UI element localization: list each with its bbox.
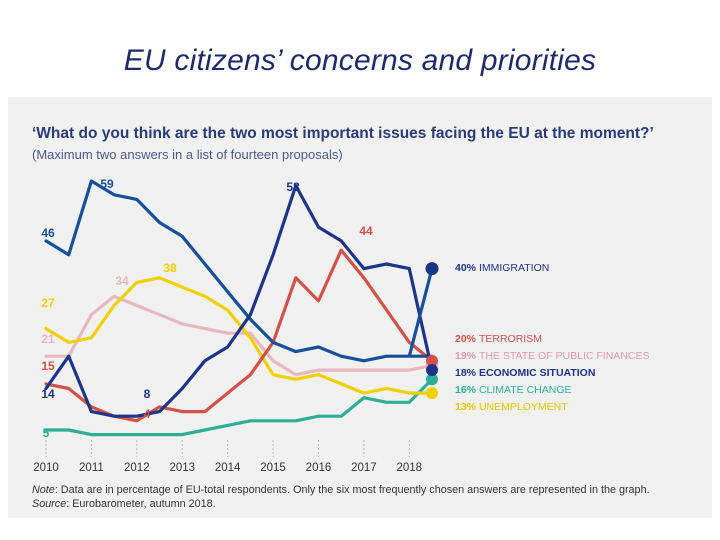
source-line: Source: Eurobarometer, autumn 2018.: [32, 498, 216, 510]
source-text: : Eurobarometer, autumn 2018.: [66, 498, 215, 510]
annotation-terrorism-44: 44: [359, 224, 373, 238]
series-line-economic-situation: [44, 184, 434, 418]
legend-value-unemployment: 13%: [455, 401, 479, 413]
series-line-immigration: [44, 179, 434, 363]
x-tick-label-2015: 2015: [260, 462, 286, 474]
series-line-immigration-end: [407, 268, 434, 357]
chart-title: ‘What do you think are the two most impo…: [32, 125, 654, 142]
series-line-terrorism: [44, 248, 434, 423]
x-tick-label-2016: 2016: [306, 462, 332, 474]
annotation-economic-situation-8: 8: [144, 387, 151, 401]
legend-the-state-of-public-finances: 19% THE STATE OF PUBLIC FINANCES: [455, 350, 650, 362]
x-tick-label-2017: 2017: [351, 462, 377, 474]
x-tick-label-2018: 2018: [396, 462, 422, 474]
chart-panel: [8, 97, 712, 518]
series-line-unemployment: [44, 276, 434, 395]
legend-terrorism: 20% TERRORISM: [455, 333, 542, 345]
x-axis: 2010 2011 2012 2013 2014 2015 2016 2017 2018: [33, 440, 422, 474]
note-line: Note: Data are in percentage of EU-total…: [32, 484, 650, 496]
legend-label-economic-situation: ECONOMIC SITUATION: [479, 367, 595, 379]
legend-unemployment: 13% UNEMPLOYMENT: [455, 401, 568, 413]
x-tick-label-2012: 2012: [124, 462, 150, 474]
annotation-economic-situation-14: 14: [41, 387, 55, 401]
series-line-the-state-of-public-finances: [44, 294, 434, 377]
end-marker-climate-change: [426, 373, 438, 386]
chart-subtitle: (Maximum two answers in a list of fourte…: [32, 147, 343, 162]
annotation-immigration-59: 59: [100, 177, 114, 191]
legend-label-the-state-of-public-finances: THE STATE OF PUBLIC FINANCES: [479, 350, 650, 362]
annotation-unemployment-27: 27: [41, 296, 55, 310]
end-marker-immigration: [425, 262, 439, 276]
annotation-immigration-46: 46: [41, 226, 55, 240]
legend-value-the-state-of-public-finances: 19%: [455, 350, 479, 362]
legend-value-immigration: 40%: [455, 262, 479, 274]
x-tick-label-2010: 2010: [33, 462, 59, 474]
legend-value-climate-change: 16%: [455, 384, 479, 396]
slide-title: EU citizens’ concerns and priorities: [123, 44, 597, 77]
legend-value-economic-situation: 18%: [455, 367, 479, 379]
annotation-terrorism-4: 4: [144, 407, 151, 421]
value-annotations: 59 46 58 44 34 38 27 21 15 14 8 4 5: [41, 177, 373, 440]
note-text: : Data are in percentage of EU-total res…: [55, 484, 650, 496]
annotation-unemployment-38: 38: [163, 261, 177, 275]
x-tick-label-2011: 2011: [79, 462, 104, 474]
legend-label-climate-change: CLIMATE CHANGE: [479, 384, 572, 396]
legend-value-terrorism: 20%: [455, 333, 479, 345]
legend-label-immigration: IMMIGRATION: [479, 262, 549, 274]
end-marker-unemployment: [426, 387, 438, 400]
x-tick-label-2013: 2013: [169, 462, 195, 474]
legend-economic-situation: 18% ECONOMIC SITUATION: [455, 367, 595, 379]
annotation-terrorism-15: 15: [41, 359, 55, 373]
series-line-climate-change: [44, 377, 434, 437]
legend-immigration: 40% IMMIGRATION: [455, 262, 549, 274]
end-marker-terrorism: [426, 354, 438, 367]
annotation-climate-change-5: 5: [43, 426, 50, 440]
annotation-economic-situation-58: 58: [286, 180, 300, 194]
legend-climate-change: 16% CLIMATE CHANGE: [455, 384, 572, 396]
legend-label-unemployment: UNEMPLOYMENT: [479, 401, 568, 413]
annotation-the-state-of-public-finances-34: 34: [115, 274, 129, 288]
end-marker-economic-situation: [426, 364, 438, 377]
source-label: Source: [32, 498, 66, 510]
x-tick-label-2014: 2014: [215, 462, 241, 474]
legend-label-terrorism: TERRORISM: [479, 333, 542, 345]
annotation-the-state-of-public-finances-21: 21: [41, 332, 55, 346]
series-lines: [44, 179, 439, 437]
note-label: Note: [32, 484, 55, 496]
